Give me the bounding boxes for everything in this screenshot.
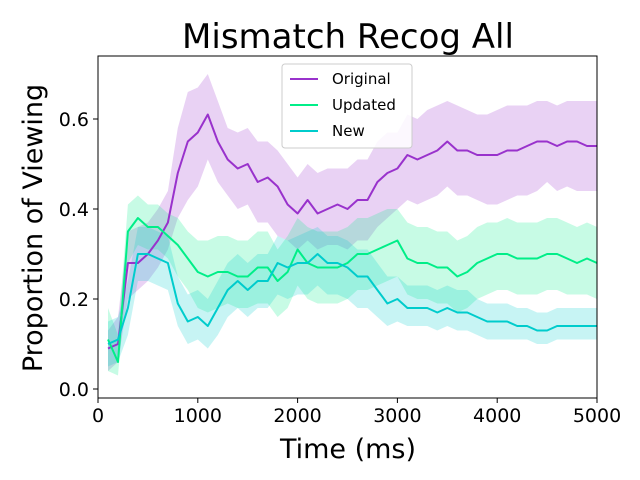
y-tick-label: 0.0 <box>59 379 89 401</box>
confidence-bands <box>108 74 597 376</box>
x-tick-label: 3000 <box>373 405 421 427</box>
legend: Original Updated New <box>281 63 413 149</box>
series-line-new <box>107 253 597 345</box>
x-tick-label: 0 <box>92 405 104 427</box>
plot-frame <box>97 55 598 399</box>
band-original <box>108 74 597 371</box>
x-axis-ticks: 0 1000 2000 3000 4000 5000 <box>92 398 621 427</box>
x-tick-label: 2000 <box>273 405 321 427</box>
legend-box <box>281 63 413 149</box>
legend-label-original: Original <box>332 70 391 88</box>
chart-title: Mismatch Recog All <box>182 17 514 57</box>
legend-label-updated: Updated <box>332 96 396 114</box>
y-axis-label: Proportion of Viewing <box>18 84 49 372</box>
y-tick-label: 0.6 <box>59 109 89 131</box>
x-tick-label: 1000 <box>174 405 222 427</box>
x-tick-label: 4000 <box>473 405 521 427</box>
band-new <box>108 227 597 367</box>
series-line-original <box>107 113 597 350</box>
y-tick-label: 0.2 <box>59 289 89 311</box>
x-tick-label: 5000 <box>573 405 621 427</box>
band-updated <box>108 195 597 376</box>
series-lines <box>107 113 598 363</box>
y-axis-ticks: 0.0 0.2 0.4 0.6 <box>59 109 98 401</box>
x-axis-label: Time (ms) <box>279 434 416 465</box>
series-line-updated <box>107 217 598 363</box>
legend-label-new: New <box>332 122 365 140</box>
y-tick-label: 0.4 <box>59 199 89 221</box>
